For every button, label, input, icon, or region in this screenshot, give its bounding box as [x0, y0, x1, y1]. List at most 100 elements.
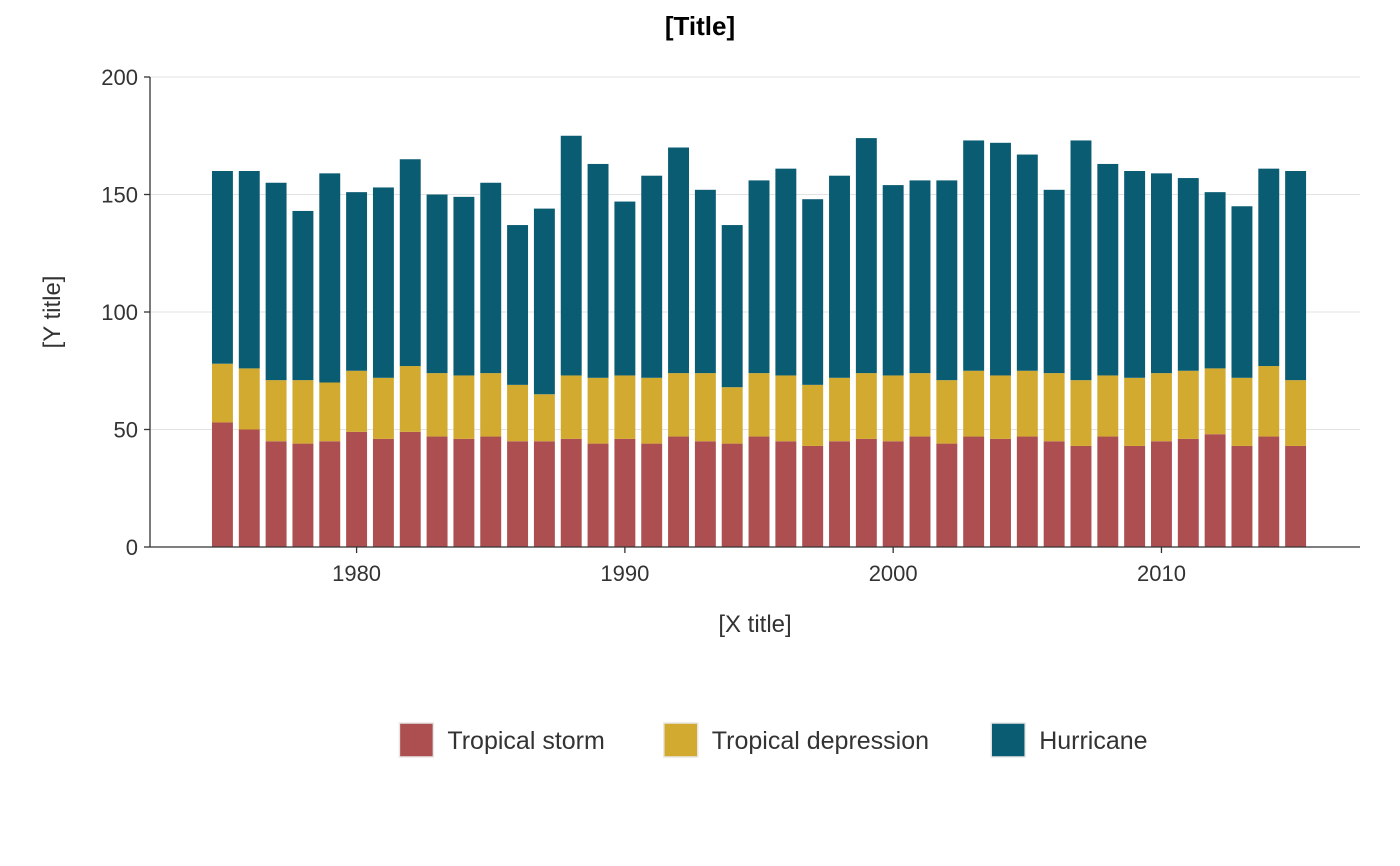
tick-labels: 0 50 100 150 200 1980 1990 2000 2010: [101, 65, 1186, 586]
legend-label-hurricane: Hurricane: [1039, 727, 1147, 755]
bar-tropical-storm-2010: [1151, 441, 1172, 547]
bar-tropical-depression-1988: [560, 375, 582, 439]
bar-tropical-depression-1994: [721, 387, 743, 444]
bar-tropical-storm-1978: [292, 443, 314, 547]
bar-hurricane-2015: [1285, 171, 1307, 381]
x-tick-label-2010: 2010: [1137, 561, 1186, 586]
bar-tropical-storm-1981: [372, 438, 394, 547]
y-axis-title: [Y title]: [39, 276, 66, 349]
bar-hurricane-1978: [292, 210, 314, 381]
bar-hurricane-1982: [399, 159, 421, 367]
legend-key-tropical-depression: [663, 722, 699, 758]
bar-hurricane-1992: [668, 147, 689, 374]
bar-hurricane-1997: [802, 199, 824, 385]
bar-tropical-depression-1991: [641, 377, 663, 444]
bar-hurricane-1990: [614, 201, 636, 376]
bar-tropical-storm-2005: [1016, 436, 1038, 547]
bars: [211, 135, 1307, 547]
x-tick-label-1980: 1980: [332, 561, 381, 586]
bar-tropical-storm-2001: [909, 436, 931, 547]
bar-tropical-depression-1993: [694, 373, 716, 442]
bar-tropical-depression-1997: [802, 384, 824, 446]
bar-hurricane-1995: [748, 180, 770, 374]
bar-tropical-depression-1984: [453, 375, 475, 439]
bar-tropical-depression-2006: [1043, 373, 1065, 442]
bar-hurricane-2009: [1124, 171, 1146, 378]
bar-hurricane-1993: [694, 189, 716, 374]
bar-hurricane-2002: [936, 180, 958, 381]
bar-tropical-storm-1992: [668, 436, 689, 547]
bar-hurricane-1987: [533, 208, 555, 395]
bar-tropical-depression-2002: [936, 380, 958, 444]
bar-tropical-storm-2008: [1097, 436, 1119, 547]
y-tick-label-150: 150: [101, 183, 138, 208]
bar-hurricane-2001: [909, 180, 931, 374]
bar-tropical-storm-1982: [399, 431, 421, 547]
bar-tropical-depression-1985: [480, 373, 502, 437]
bar-tropical-storm-1985: [480, 436, 502, 547]
bar-tropical-storm-2011: [1177, 438, 1199, 547]
bar-tropical-storm-2002: [936, 443, 958, 547]
bar-tropical-storm-2006: [1043, 441, 1065, 547]
y-tick-label-100: 100: [101, 300, 138, 325]
bar-tropical-depression-2015: [1285, 380, 1307, 446]
bar-tropical-depression-1998: [829, 377, 850, 442]
bar-tropical-depression-2003: [963, 370, 985, 437]
bar-hurricane-2006: [1043, 189, 1065, 374]
bar-tropical-depression-1976: [238, 368, 260, 430]
bar-hurricane-1983: [426, 194, 448, 374]
bar-tropical-storm-1994: [721, 443, 743, 547]
legend-label-tropical-storm: Tropical storm: [447, 727, 604, 755]
bar-tropical-depression-1979: [319, 382, 341, 442]
bar-tropical-depression-1989: [587, 377, 609, 444]
bar-tropical-depression-2011: [1177, 370, 1199, 439]
bar-tropical-depression-1990: [614, 375, 636, 439]
bar-tropical-depression-1986: [507, 384, 529, 442]
bar-hurricane-1981: [372, 187, 394, 378]
bar-tropical-storm-1995: [748, 436, 770, 547]
bar-hurricane-1988: [560, 135, 582, 376]
bar-tropical-depression-1978: [292, 380, 314, 444]
bar-tropical-depression-2012: [1204, 368, 1226, 435]
bar-tropical-storm-2009: [1124, 445, 1146, 547]
bar-hurricane-1989: [587, 163, 609, 378]
bar-hurricane-1984: [453, 196, 475, 376]
bar-hurricane-1999: [855, 138, 877, 374]
bar-tropical-storm-1990: [614, 438, 636, 547]
x-tick-label-1990: 1990: [600, 561, 649, 586]
bar-tropical-depression-1983: [426, 373, 448, 437]
bar-tropical-storm-2013: [1231, 445, 1253, 547]
bar-tropical-storm-1989: [587, 443, 609, 547]
bar-tropical-depression-1995: [748, 373, 770, 437]
bar-tropical-depression-2004: [990, 375, 1011, 439]
bar-tropical-storm-1976: [238, 429, 260, 547]
bar-tropical-depression-1992: [668, 373, 689, 437]
bar-hurricane-1977: [265, 182, 287, 381]
bar-hurricane-1976: [238, 171, 260, 369]
chart-title: [Title]: [665, 11, 735, 41]
bar-hurricane-2004: [990, 142, 1011, 376]
bar-hurricane-2012: [1204, 192, 1226, 369]
legend: Tropical storm Tropical depression Hurrica…: [398, 722, 1148, 758]
bar-tropical-depression-2008: [1097, 375, 1119, 437]
bar-tropical-storm-2004: [990, 438, 1011, 547]
bar-tropical-storm-1993: [694, 441, 716, 547]
y-tick-label-0: 0: [126, 535, 138, 560]
bar-tropical-storm-1980: [346, 431, 368, 547]
bar-tropical-storm-1984: [453, 438, 475, 547]
legend-key-tropical-storm: [398, 722, 435, 758]
bar-tropical-depression-2005: [1016, 370, 1038, 437]
bar-tropical-storm-2012: [1204, 434, 1226, 547]
bar-hurricane-1975: [211, 171, 233, 364]
bar-tropical-storm-1987: [533, 441, 555, 547]
bar-hurricane-2007: [1070, 140, 1092, 381]
bar-hurricane-1996: [775, 168, 797, 376]
bar-tropical-storm-1991: [641, 443, 663, 547]
bar-tropical-storm-1979: [319, 441, 341, 547]
bar-tropical-depression-2000: [882, 375, 904, 442]
x-axis-title: [X title]: [718, 611, 791, 638]
bar-hurricane-1980: [346, 192, 368, 371]
bar-tropical-storm-1977: [265, 441, 287, 547]
bar-tropical-depression-1982: [399, 366, 421, 432]
